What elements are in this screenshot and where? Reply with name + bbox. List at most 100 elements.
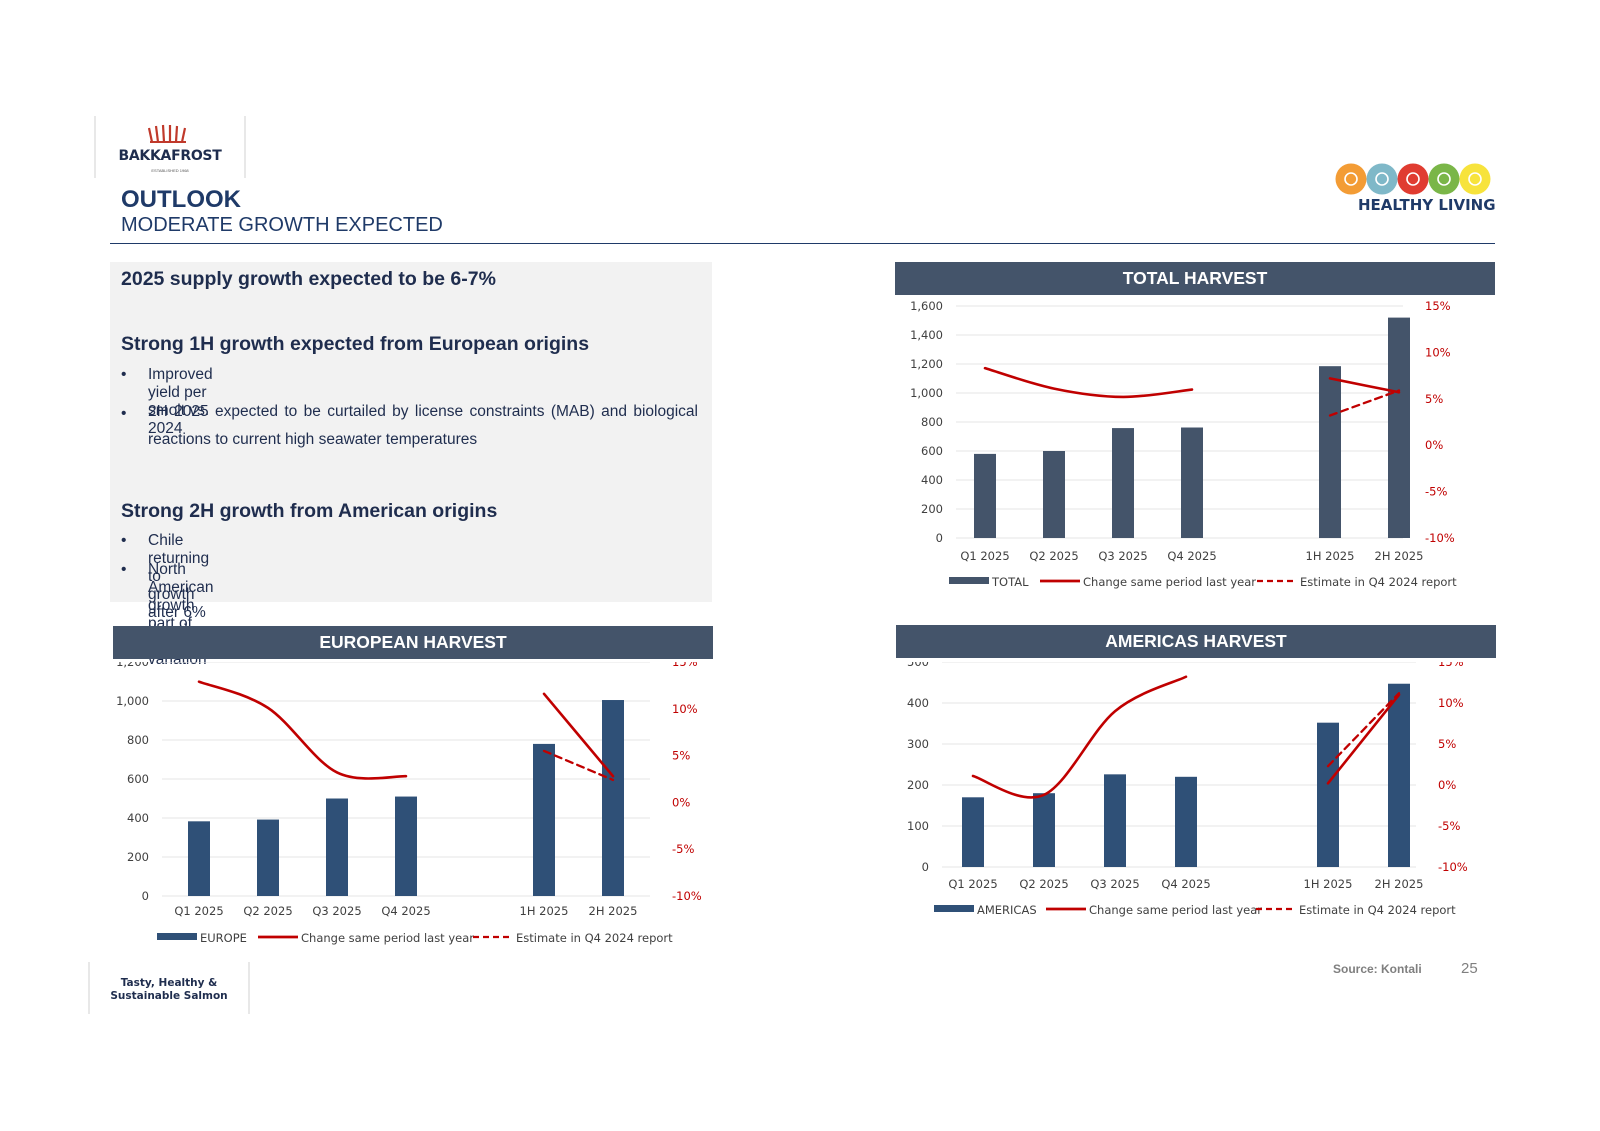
legend-label: Estimate in Q4 2024 report bbox=[516, 931, 673, 945]
estimate-line bbox=[542, 749, 615, 782]
bar bbox=[1388, 317, 1410, 538]
y2-tick-label: 5% bbox=[1438, 737, 1456, 751]
change-line bbox=[983, 366, 1194, 399]
y-tick-label: 0 bbox=[922, 860, 929, 874]
bullet-marker: • bbox=[121, 405, 127, 422]
bullet-marker: • bbox=[121, 366, 127, 383]
y2-tick-label: -5% bbox=[1438, 819, 1460, 833]
x-tick-label: Q3 2025 bbox=[1098, 549, 1147, 563]
bakkafrost-logo: BAKKAFROST ESTABLISHED 1968 bbox=[94, 116, 246, 178]
bullet-marker: • bbox=[121, 561, 127, 578]
european-harvest-header: EUROPEAN HARVEST bbox=[113, 626, 713, 659]
bar bbox=[1317, 722, 1339, 867]
y2-tick-label: 5% bbox=[672, 749, 690, 763]
y-tick-label: 200 bbox=[127, 850, 149, 864]
legend-label: AMERICAS bbox=[977, 903, 1037, 917]
y2-tick-label: -10% bbox=[1425, 531, 1455, 545]
x-tick-label: Q4 2025 bbox=[1161, 877, 1210, 891]
healthy-living-label: HEALTHY LIVING bbox=[1358, 196, 1496, 214]
legend-label: Estimate in Q4 2024 report bbox=[1299, 903, 1456, 917]
people-icon bbox=[1397, 163, 1429, 195]
x-tick-label: Q3 2025 bbox=[1090, 877, 1139, 891]
tagline-line1: Tasty, Healthy & bbox=[120, 977, 218, 989]
x-tick-label: Q2 2025 bbox=[243, 904, 292, 918]
icon-circle bbox=[1459, 163, 1491, 195]
y-tick-label: 100 bbox=[907, 819, 929, 833]
legend-swatch-bar bbox=[934, 905, 974, 912]
bar bbox=[1319, 366, 1341, 538]
y-tick-label: 0 bbox=[142, 889, 149, 903]
x-tick-label: Q4 2025 bbox=[381, 904, 430, 918]
logo-name: BAKKAFROST bbox=[118, 148, 222, 164]
bar bbox=[1181, 427, 1203, 538]
y2-tick-label: 0% bbox=[1425, 438, 1443, 452]
change-line bbox=[542, 692, 615, 778]
bar bbox=[395, 796, 417, 896]
x-tick-label: Q1 2025 bbox=[174, 904, 223, 918]
change-line bbox=[1326, 693, 1401, 785]
y2-tick-label: 10% bbox=[672, 702, 698, 716]
x-tick-label: Q3 2025 bbox=[312, 904, 361, 918]
outlook-textbox: 2025 supply growth expected to be 6-7% S… bbox=[110, 262, 712, 668]
y-tick-label: 400 bbox=[907, 696, 929, 710]
y-tick-label: 600 bbox=[921, 444, 943, 458]
bar bbox=[974, 453, 996, 538]
presentation-icon bbox=[1366, 163, 1398, 195]
bar bbox=[1175, 776, 1197, 867]
tagline-line2: Sustainable Salmon bbox=[110, 990, 228, 1002]
legend-swatch-bar bbox=[157, 933, 197, 940]
fish-icon bbox=[1335, 163, 1367, 195]
x-tick-label: Q2 2025 bbox=[1029, 549, 1078, 563]
y-tick-label: 1,600 bbox=[910, 299, 943, 313]
icon-glyph bbox=[1437, 172, 1451, 186]
y-tick-label: 200 bbox=[921, 502, 943, 516]
legend-label: Estimate in Q4 2024 report bbox=[1300, 575, 1457, 589]
page-number: 25 bbox=[1461, 960, 1478, 977]
bar bbox=[962, 797, 984, 867]
y-tick-label: 800 bbox=[921, 415, 943, 429]
legend-swatch-bar bbox=[949, 577, 989, 584]
y2-tick-label: 0% bbox=[1438, 778, 1456, 792]
y-tick-label: 400 bbox=[921, 473, 943, 487]
bar bbox=[188, 821, 210, 896]
legend-label: TOTAL bbox=[991, 575, 1029, 589]
y-tick-label: 200 bbox=[907, 778, 929, 792]
y-tick-label: 500 bbox=[907, 662, 929, 669]
y-tick-label: 400 bbox=[127, 811, 149, 825]
y2-tick-label: -5% bbox=[672, 842, 694, 856]
americas-harvest-header: AMERICAS HARVEST bbox=[896, 625, 1496, 658]
handshake-icon bbox=[1459, 163, 1491, 195]
healthy-living-icons bbox=[1335, 163, 1491, 195]
legend-label: Change same period last year bbox=[1083, 575, 1256, 589]
icon-glyph bbox=[1406, 172, 1420, 186]
icon-glyph bbox=[1344, 172, 1358, 186]
x-tick-label: 1H 2025 bbox=[1306, 549, 1355, 563]
y2-tick-label: 15% bbox=[672, 662, 698, 669]
estimate-line bbox=[1328, 389, 1401, 417]
y2-tick-label: 15% bbox=[1438, 662, 1464, 669]
shell-icon bbox=[1428, 163, 1460, 195]
page-subtitle: MODERATE GROWTH EXPECTED bbox=[121, 214, 443, 236]
bar bbox=[257, 819, 279, 896]
y2-tick-label: 5% bbox=[1425, 392, 1443, 406]
legend-label: EUROPE bbox=[200, 931, 247, 945]
y-tick-label: 1,400 bbox=[910, 328, 943, 342]
bar bbox=[533, 743, 555, 896]
y2-tick-label: -5% bbox=[1425, 485, 1447, 499]
crown-icon bbox=[148, 124, 187, 143]
x-tick-label: 2H 2025 bbox=[1375, 549, 1424, 563]
source-note: Source: Kontali bbox=[1333, 962, 1422, 976]
icon-circle bbox=[1335, 163, 1367, 195]
bar bbox=[1104, 774, 1126, 867]
x-tick-label: 2H 2025 bbox=[589, 904, 638, 918]
bar bbox=[326, 798, 348, 896]
supply-growth-headline: 2025 supply growth expected to be 6-7% bbox=[121, 268, 496, 290]
y-tick-label: 600 bbox=[127, 772, 149, 786]
y2-tick-label: 0% bbox=[672, 795, 690, 809]
x-tick-label: Q4 2025 bbox=[1167, 549, 1216, 563]
americas-harvest-chart: 0 100 200 300 400 500 -10% -5% 0% 5% 10% 15% Q1 2025… bbox=[907, 662, 1468, 917]
bullet-text: 2H 2025 expected to be curtailed by lice… bbox=[148, 403, 698, 448]
change-line bbox=[1328, 377, 1401, 394]
y-tick-label: 1,000 bbox=[910, 386, 943, 400]
change-line bbox=[971, 675, 1188, 799]
